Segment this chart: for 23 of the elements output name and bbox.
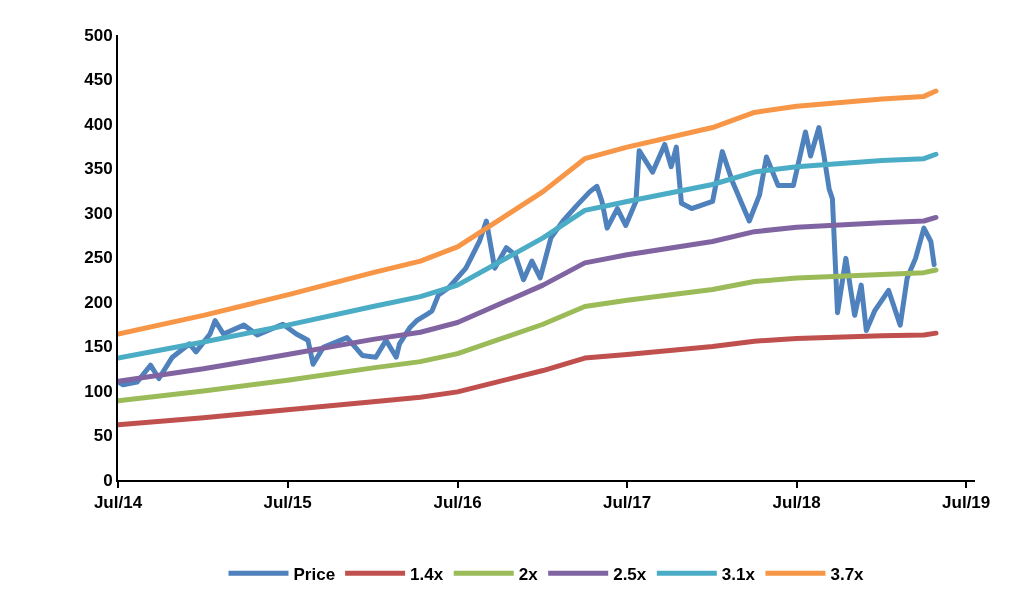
- y-tick-label: 50: [93, 426, 113, 446]
- y-tick-label: 300: [84, 203, 113, 223]
- y-tick-label: 350: [84, 159, 113, 179]
- legend-label: 2x: [518, 564, 539, 584]
- legend-label: 2.5x: [613, 564, 647, 584]
- y-tick-label: 450: [84, 70, 113, 90]
- legend-label: Price: [293, 564, 336, 584]
- x-tick-label: Jul/17: [602, 493, 652, 513]
- legend-label: 3.1x: [721, 564, 756, 584]
- x-tick-label: Jul/15: [263, 493, 312, 513]
- y-tick-label: 250: [84, 248, 113, 268]
- y-tick-label: 0: [103, 470, 113, 490]
- y-tick-label: 200: [84, 292, 113, 312]
- y-tick-label: 150: [84, 337, 113, 357]
- x-tick-label: Jul/18: [772, 493, 821, 513]
- x-tick-label: Jul/14: [93, 493, 143, 513]
- legend-label: 3.7x: [830, 564, 865, 584]
- legend-label: 1.4x: [410, 564, 444, 584]
- x-tick-label: Jul/16: [433, 493, 482, 513]
- x-tick-label: Jul/19: [942, 493, 991, 513]
- y-tick-label: 400: [84, 114, 113, 134]
- y-tick-label: 100: [84, 381, 113, 401]
- y-tick-label: 500: [84, 25, 113, 45]
